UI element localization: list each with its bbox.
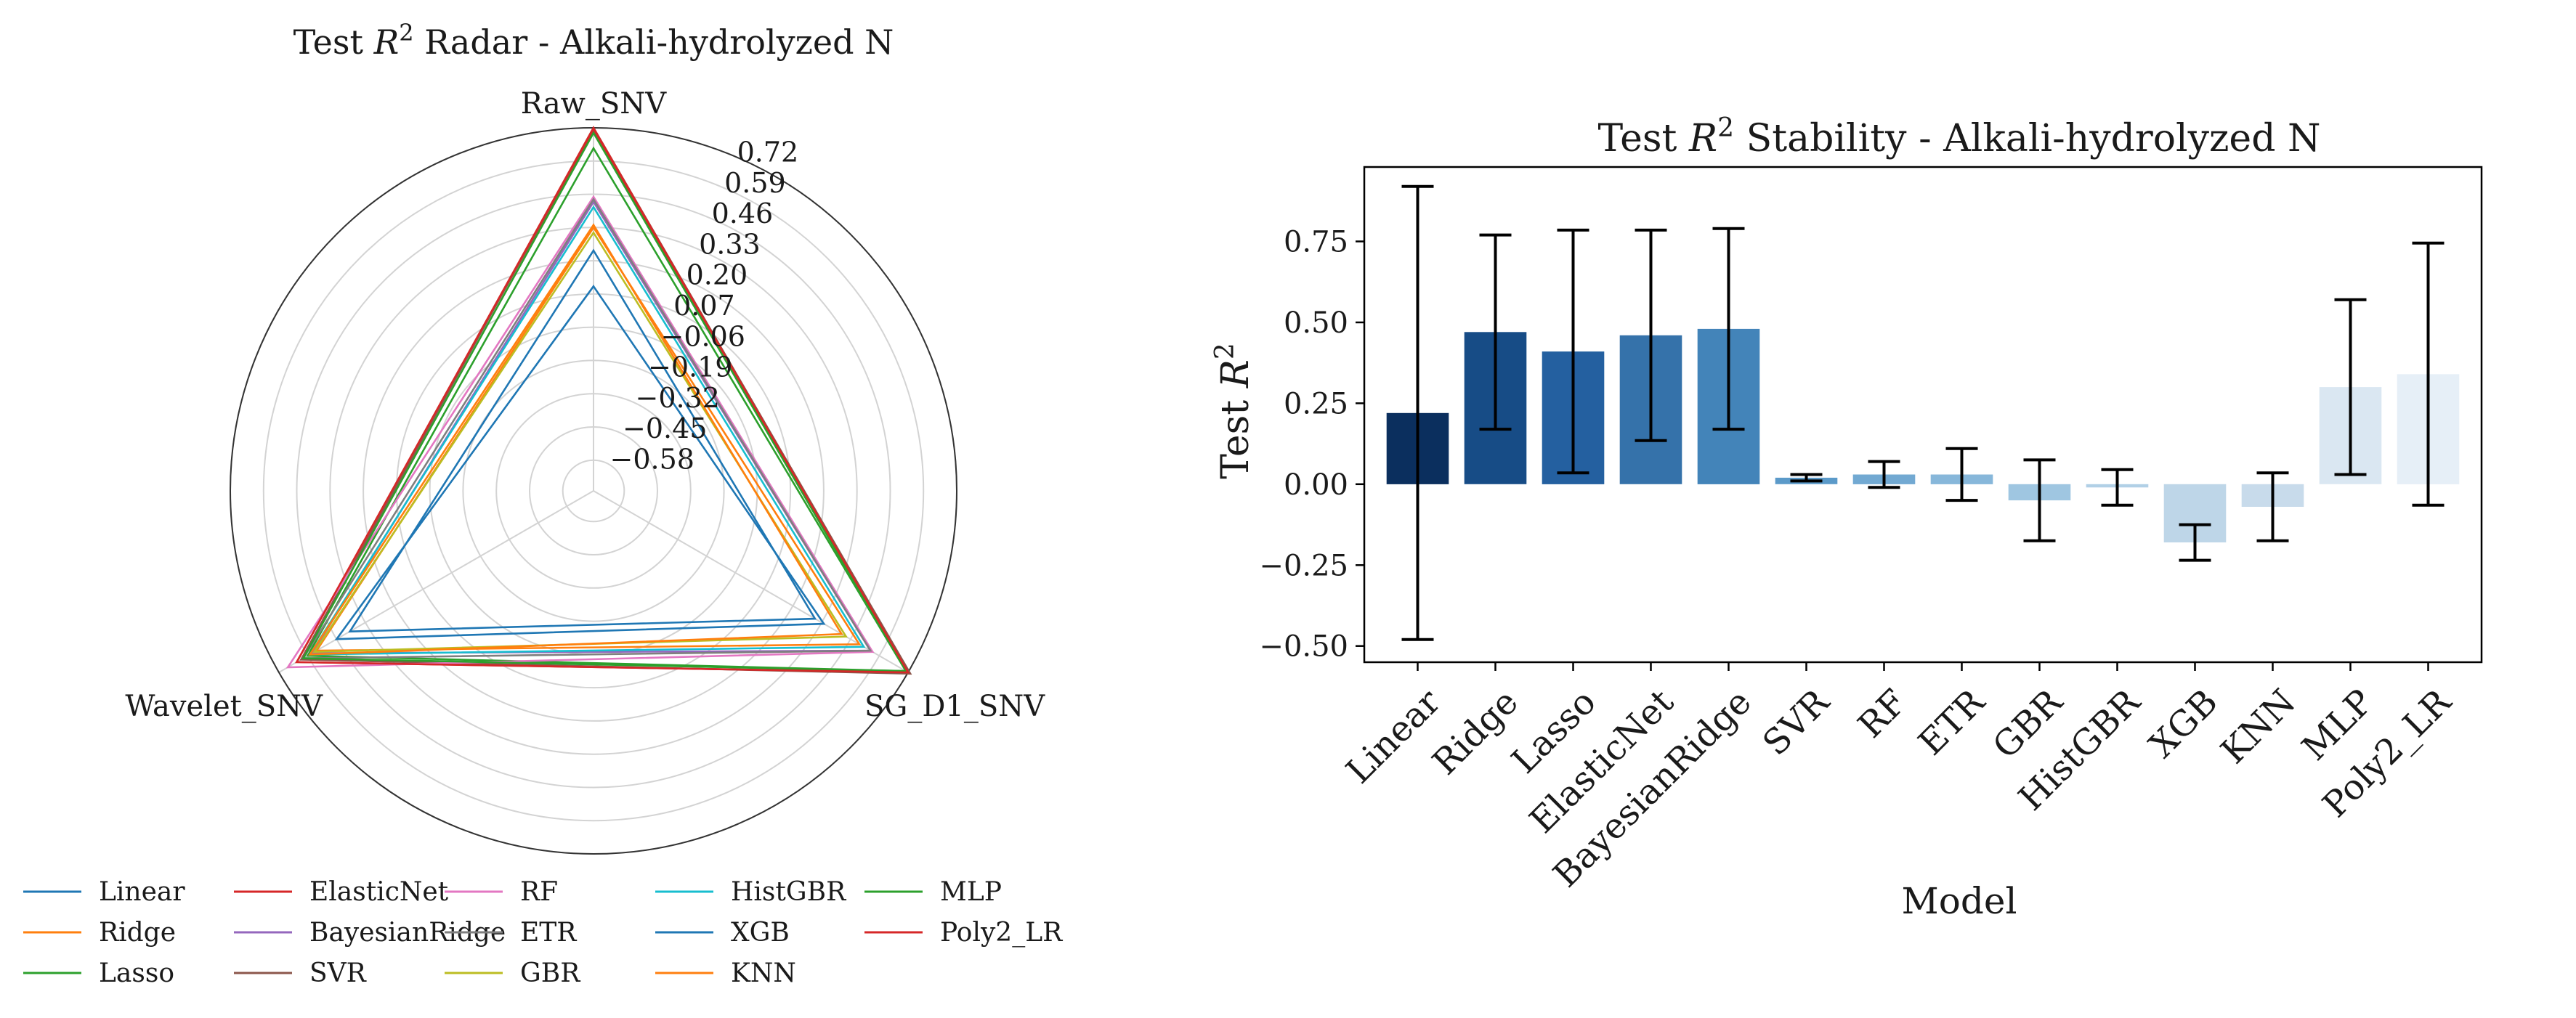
- legend-label-lasso: Lasso: [99, 958, 174, 988]
- radar-axis-label-raw-snv: Raw_SNV: [521, 87, 668, 121]
- bar-ytick-label: 0.00: [1284, 468, 1348, 502]
- bar-ytick-label: 0.25: [1284, 387, 1348, 420]
- radar-rtick-label: −0.19: [648, 351, 732, 383]
- radar-rtick-label: −0.45: [623, 412, 707, 444]
- radar-rtick-label: −0.58: [610, 443, 694, 475]
- radar-legend: LinearRidgeLassoElasticNetBayesianRidgeS…: [23, 877, 1063, 988]
- radar-rtick-label: −0.32: [636, 382, 720, 414]
- bar-chart: −0.50−0.250.000.250.500.75LinearRidgeLas…: [1259, 166, 2483, 895]
- bar-xtick-label-ridge: Ridge: [1425, 682, 1526, 783]
- radar-series-xgb: [334, 285, 826, 640]
- legend-label-mlp: MLP: [940, 877, 1002, 907]
- bar-xtick-label-xgb: XGB: [2142, 682, 2226, 766]
- legend-label-svr: SVR: [309, 958, 367, 988]
- legend-label-etr: ETR: [520, 918, 577, 948]
- radar-spoke: [593, 490, 909, 673]
- radar-series-histgbr: [308, 205, 866, 656]
- radar-series-gbr: [312, 231, 848, 653]
- bar-title-post: Stability - Alkali-hydrolyzed N: [1734, 117, 2320, 160]
- radar-series-etr: [301, 198, 872, 659]
- radar-rtick-label: 0.20: [686, 259, 748, 291]
- bar-ylabel: Test R2: [1210, 343, 1257, 479]
- radar-axis-label-wavelet-snv: Wavelet_SNV: [125, 690, 323, 723]
- bar-xtick-label-linear: Linear: [1338, 682, 1448, 791]
- bar-title-pre: Test: [1597, 117, 1689, 160]
- radar-series-lasso: [306, 146, 908, 672]
- bar-ytick-label: 0.50: [1284, 306, 1348, 340]
- radar-axis-label-sg-d1-snv: SG_D1_SNV: [864, 690, 1045, 723]
- radar-series-rf: [285, 195, 875, 669]
- bar-xtick-label-rf: RF: [1850, 682, 1915, 746]
- bar-title-sup: 2: [1717, 113, 1734, 143]
- legend-label-poly2-lr: Poly2_LR: [940, 918, 1063, 948]
- legend-label-xgb: XGB: [731, 918, 790, 948]
- bar-ylabel-pre: Test: [1214, 388, 1257, 479]
- bar-ylabel-symbol: R: [1214, 359, 1257, 388]
- radar-title-sup: 2: [399, 19, 413, 46]
- bar-title: Test R2 Stability - Alkali-hydrolyzed N: [1597, 113, 2320, 160]
- bar-ytick-label: 0.75: [1284, 226, 1348, 259]
- bar-xtick-label-knn: KNN: [2213, 682, 2303, 772]
- radar-series-mlp: [301, 131, 908, 672]
- bar-plot-frame: [1363, 166, 2483, 664]
- radar-series-knn: [308, 223, 843, 656]
- radar-title-post: Radar - Alkali-hydrolyzed N: [414, 23, 894, 62]
- bar-xlabel: Model: [1902, 880, 2017, 922]
- bar-xtick-label-svr: SVR: [1755, 680, 1838, 763]
- bar-ytick-label: −0.25: [1259, 549, 1348, 582]
- legend-label-rf: RF: [520, 877, 558, 907]
- legend-label-histgbr: HistGBR: [731, 877, 846, 907]
- radar-rtick-label: 0.46: [712, 198, 774, 229]
- radar-title-symbol: R: [373, 23, 400, 62]
- radar-rtick-label: 0.07: [673, 290, 735, 322]
- bar-xtick-label-etr: ETR: [1911, 680, 1993, 763]
- radar-rtick-label: 0.33: [699, 228, 761, 260]
- bar-title-symbol: R: [1688, 117, 1717, 160]
- bar-ytick-label: −0.50: [1259, 630, 1348, 664]
- radar-series-linear: [348, 248, 817, 633]
- radar-spoke: [278, 490, 594, 673]
- legend-label-linear: Linear: [99, 877, 185, 907]
- legend-label-knn: KNN: [731, 958, 796, 988]
- legend-label-gbr: GBR: [520, 958, 580, 988]
- radar-rtick-label: −0.06: [661, 320, 745, 352]
- bar-ylabel-sup: 2: [1210, 343, 1240, 359]
- radar-title: Test R2 Radar - Alkali-hydrolyzed N: [293, 19, 894, 62]
- radar-chart: −0.58−0.45−0.32−0.19−0.060.070.200.330.4…: [125, 87, 1045, 855]
- radar-rtick-label: 0.59: [724, 167, 786, 199]
- legend-label-elasticnet: ElasticNet: [309, 877, 449, 907]
- radar-title-pre: Test: [293, 23, 374, 62]
- radar-rtick-label: 0.72: [737, 137, 799, 168]
- radar-series-poly2-lr: [295, 126, 910, 674]
- legend-label-ridge: Ridge: [99, 918, 176, 948]
